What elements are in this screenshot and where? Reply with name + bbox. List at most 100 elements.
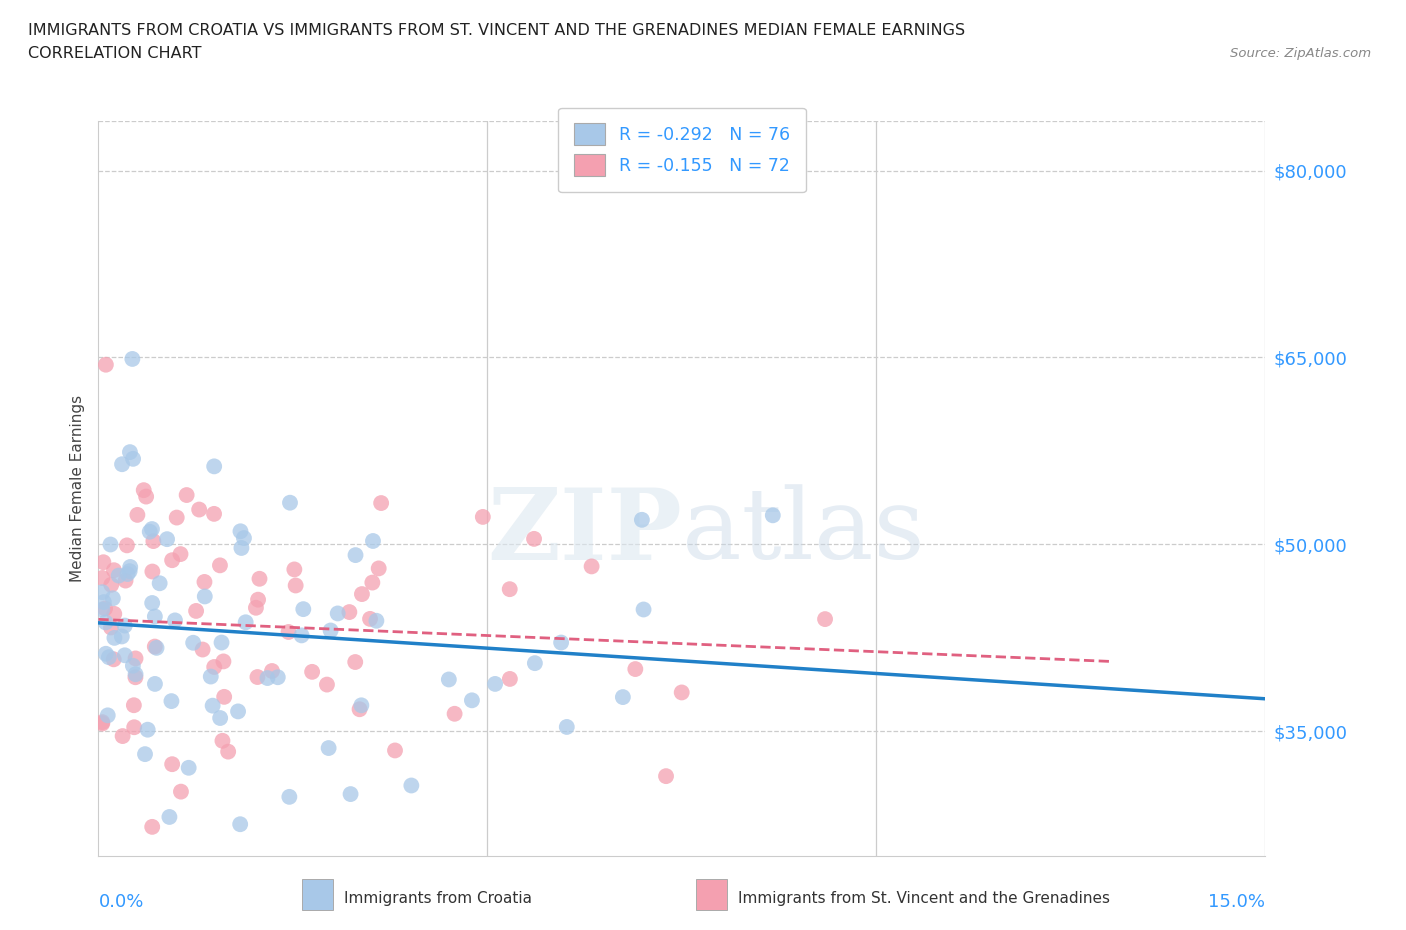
Point <box>209 711 232 725</box>
Point <box>318 740 340 755</box>
Text: Immigrants from Croatia: Immigrants from Croatia <box>344 891 533 906</box>
Point <box>176 877 198 892</box>
Point <box>114 573 136 588</box>
Text: atlas: atlas <box>682 485 925 580</box>
Point <box>114 648 136 663</box>
Point <box>247 592 270 607</box>
Point <box>631 512 654 527</box>
Point <box>278 496 301 511</box>
Point <box>349 702 371 717</box>
Point <box>231 540 253 555</box>
Point <box>141 819 163 834</box>
Point <box>344 548 367 563</box>
Point <box>194 589 217 604</box>
Point <box>193 575 215 590</box>
Point <box>129 867 152 882</box>
Point <box>202 458 225 473</box>
Point <box>339 787 361 802</box>
Point <box>117 566 139 581</box>
Point <box>127 508 149 523</box>
Point <box>278 790 301 804</box>
Point <box>344 655 367 670</box>
Text: IMMIGRANTS FROM CROATIA VS IMMIGRANTS FROM ST. VINCENT AND THE GRENADINES MEDIAN: IMMIGRANTS FROM CROATIA VS IMMIGRANTS FR… <box>28 23 966 38</box>
Point <box>267 670 290 684</box>
Point <box>93 594 115 609</box>
Point <box>233 531 256 546</box>
Point <box>762 508 785 523</box>
Point <box>111 728 134 743</box>
Point <box>366 613 388 628</box>
Point <box>319 623 342 638</box>
Point <box>169 547 191 562</box>
Point <box>523 656 546 671</box>
Point <box>290 628 312 643</box>
Point <box>103 652 125 667</box>
Point <box>160 552 183 567</box>
Text: CORRELATION CHART: CORRELATION CHART <box>28 46 201 61</box>
Point <box>93 555 115 570</box>
Point <box>284 578 307 593</box>
Point <box>401 778 423 793</box>
Point <box>143 639 166 654</box>
Point <box>277 625 299 640</box>
Point <box>581 559 603 574</box>
Point <box>142 534 165 549</box>
Point <box>245 601 267 616</box>
Point <box>118 445 141 459</box>
Point <box>118 564 141 578</box>
Point <box>655 769 678 784</box>
Text: 15.0%: 15.0% <box>1208 893 1265 911</box>
Point <box>103 606 125 621</box>
Point <box>122 698 145 712</box>
Point <box>134 747 156 762</box>
Point <box>555 720 578 735</box>
Point <box>326 606 349 621</box>
Point <box>97 708 120 723</box>
Point <box>523 531 546 546</box>
Point <box>499 582 522 597</box>
Point <box>361 575 384 590</box>
Point <box>149 576 172 591</box>
Text: ZIP: ZIP <box>486 484 682 581</box>
Point <box>181 635 204 650</box>
Point <box>612 690 634 705</box>
Point <box>370 496 392 511</box>
Point <box>292 602 315 617</box>
Point <box>107 568 129 583</box>
Point <box>94 615 117 630</box>
Point <box>235 615 257 630</box>
Point <box>100 578 122 592</box>
Point <box>208 558 231 573</box>
Point <box>359 611 381 626</box>
Point <box>141 595 163 610</box>
Point <box>157 809 180 824</box>
Point <box>184 604 207 618</box>
Point <box>111 629 134 644</box>
Point <box>188 502 211 517</box>
Point <box>437 672 460 687</box>
Point <box>202 507 225 522</box>
Point <box>160 757 183 772</box>
Point <box>461 693 484 708</box>
Point <box>226 704 249 719</box>
Point <box>94 601 117 616</box>
Point <box>163 613 186 628</box>
Point <box>94 646 117 661</box>
Text: 0.0%: 0.0% <box>98 893 143 911</box>
Point <box>316 677 339 692</box>
Point <box>246 670 269 684</box>
Point <box>132 483 155 498</box>
Point <box>143 676 166 691</box>
Point <box>443 707 465 722</box>
Point <box>200 669 222 684</box>
Point <box>91 716 114 731</box>
Text: Immigrants from St. Vincent and the Grenadines: Immigrants from St. Vincent and the Gren… <box>738 891 1111 906</box>
Point <box>337 604 360 619</box>
Point <box>361 534 384 549</box>
Point <box>91 585 114 600</box>
Point <box>212 689 235 704</box>
Y-axis label: Median Female Earnings: Median Female Earnings <box>70 394 86 582</box>
Point <box>100 537 122 551</box>
Point <box>177 761 200 776</box>
Point <box>367 561 389 576</box>
